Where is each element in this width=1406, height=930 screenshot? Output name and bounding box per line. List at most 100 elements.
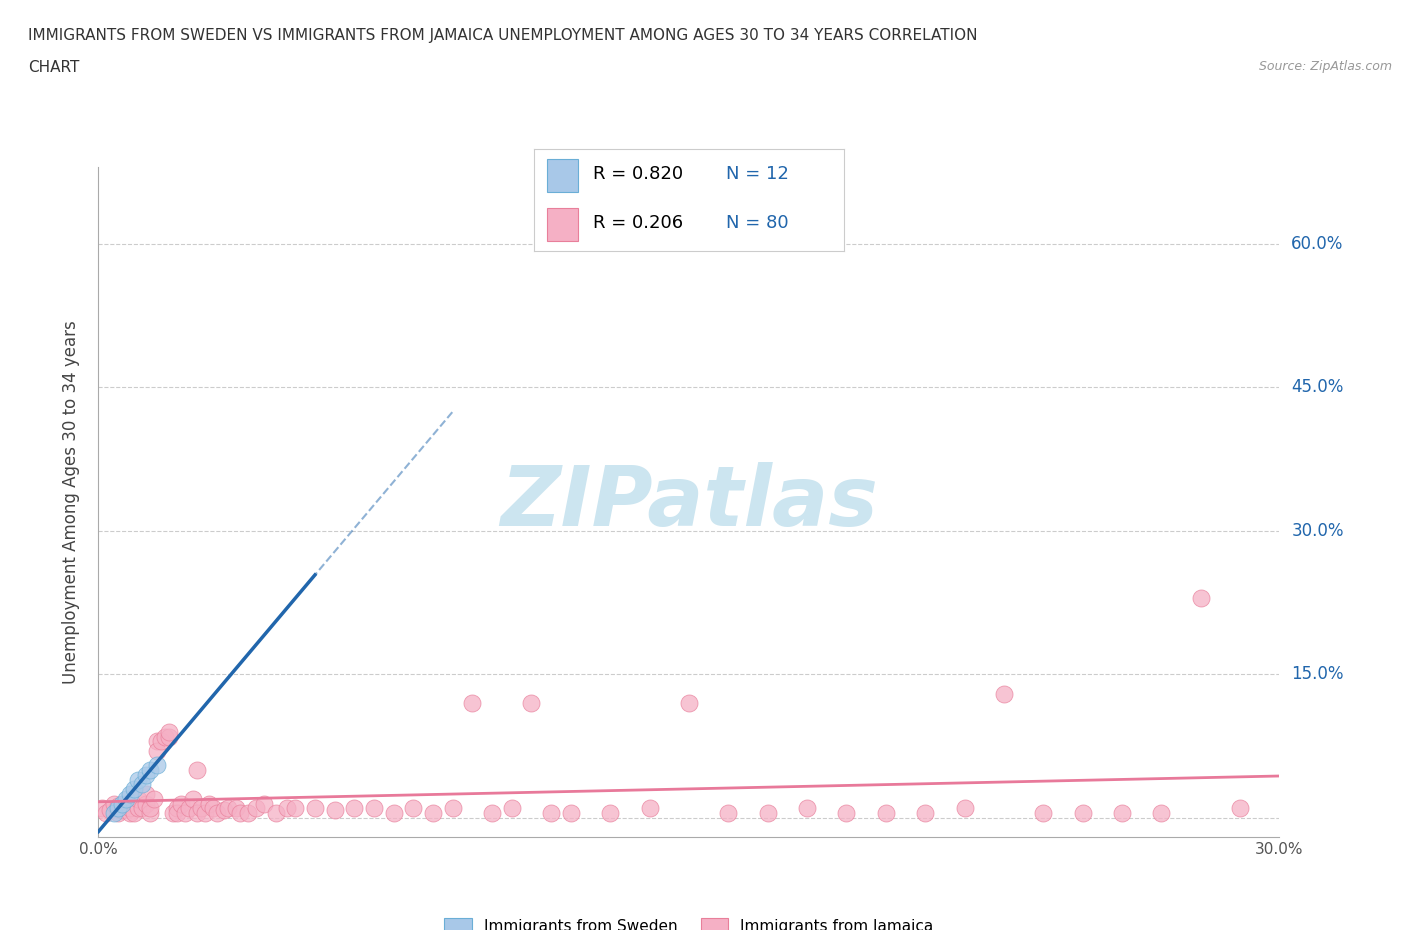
- Point: [170, 796, 193, 811]
- Point: [461, 696, 484, 711]
- Point: [796, 801, 818, 816]
- Point: [118, 805, 141, 820]
- Text: 60.0%: 60.0%: [1291, 235, 1344, 253]
- Point: [194, 805, 217, 820]
- Point: [111, 796, 134, 811]
- Point: [127, 791, 149, 806]
- Point: [225, 801, 247, 816]
- Point: [103, 805, 125, 820]
- Point: [174, 805, 197, 820]
- Point: [236, 805, 259, 820]
- Point: [717, 805, 740, 820]
- Point: [135, 787, 157, 802]
- Point: [96, 805, 118, 820]
- Point: [118, 801, 141, 816]
- Point: [91, 801, 114, 816]
- Point: [166, 805, 188, 820]
- Text: CHART: CHART: [28, 60, 80, 75]
- Point: [678, 696, 700, 711]
- Point: [98, 803, 121, 817]
- Point: [103, 796, 125, 811]
- Point: [284, 801, 307, 816]
- Point: [155, 729, 177, 744]
- Point: [146, 758, 169, 773]
- Point: [422, 805, 444, 820]
- Text: IMMIGRANTS FROM SWEDEN VS IMMIGRANTS FROM JAMAICA UNEMPLOYMENT AMONG AGES 30 TO : IMMIGRANTS FROM SWEDEN VS IMMIGRANTS FRO…: [28, 28, 977, 43]
- Point: [638, 801, 661, 816]
- Point: [131, 801, 153, 816]
- Point: [1150, 805, 1173, 820]
- Point: [115, 791, 138, 806]
- Point: [186, 763, 208, 777]
- Point: [481, 805, 503, 820]
- Point: [186, 805, 208, 820]
- Text: R = 0.206: R = 0.206: [593, 215, 683, 232]
- Point: [166, 801, 188, 816]
- Point: [540, 805, 562, 820]
- Point: [402, 801, 425, 816]
- Point: [107, 801, 129, 816]
- Point: [181, 791, 204, 806]
- Point: [177, 801, 200, 816]
- Text: N = 80: N = 80: [725, 215, 789, 232]
- Point: [1189, 591, 1212, 605]
- Point: [190, 801, 212, 816]
- Point: [146, 734, 169, 749]
- Point: [875, 805, 897, 820]
- Point: [150, 734, 173, 749]
- Point: [122, 782, 145, 797]
- FancyBboxPatch shape: [547, 159, 578, 192]
- Point: [197, 796, 219, 811]
- Point: [131, 777, 153, 791]
- Point: [245, 801, 267, 816]
- Point: [1032, 805, 1054, 820]
- Point: [142, 791, 165, 806]
- Point: [560, 805, 582, 820]
- Point: [914, 805, 936, 820]
- Point: [138, 805, 160, 820]
- Point: [205, 805, 228, 820]
- Point: [138, 763, 160, 777]
- Text: ZIPatlas: ZIPatlas: [501, 461, 877, 543]
- Point: [214, 803, 236, 817]
- Point: [276, 801, 298, 816]
- Y-axis label: Unemployment Among Ages 30 to 34 years: Unemployment Among Ages 30 to 34 years: [62, 320, 80, 684]
- Point: [1229, 801, 1251, 816]
- Point: [343, 801, 366, 816]
- Point: [157, 724, 180, 739]
- Point: [835, 805, 858, 820]
- Point: [993, 686, 1015, 701]
- Point: [107, 805, 129, 820]
- Point: [138, 801, 160, 816]
- Point: [599, 218, 621, 232]
- Point: [217, 801, 239, 816]
- Point: [1071, 805, 1094, 820]
- Text: 15.0%: 15.0%: [1291, 665, 1344, 684]
- FancyBboxPatch shape: [547, 208, 578, 241]
- Point: [253, 796, 276, 811]
- Point: [501, 801, 523, 816]
- Point: [122, 805, 145, 820]
- Point: [363, 801, 385, 816]
- Point: [264, 805, 287, 820]
- Point: [111, 803, 134, 817]
- Point: [162, 805, 184, 820]
- Point: [107, 799, 129, 814]
- Point: [520, 696, 543, 711]
- Point: [118, 787, 141, 802]
- Point: [127, 772, 149, 787]
- Point: [135, 796, 157, 811]
- Point: [304, 801, 326, 816]
- Point: [756, 805, 779, 820]
- Text: 45.0%: 45.0%: [1291, 379, 1344, 396]
- Point: [229, 805, 252, 820]
- Point: [599, 805, 621, 820]
- Point: [953, 801, 976, 816]
- Text: 30.0%: 30.0%: [1291, 522, 1344, 540]
- Point: [115, 796, 138, 811]
- Text: R = 0.820: R = 0.820: [593, 166, 683, 183]
- Legend: Immigrants from Sweden, Immigrants from Jamaica: Immigrants from Sweden, Immigrants from …: [439, 911, 939, 930]
- Point: [135, 767, 157, 782]
- Point: [441, 801, 464, 816]
- Point: [382, 805, 405, 820]
